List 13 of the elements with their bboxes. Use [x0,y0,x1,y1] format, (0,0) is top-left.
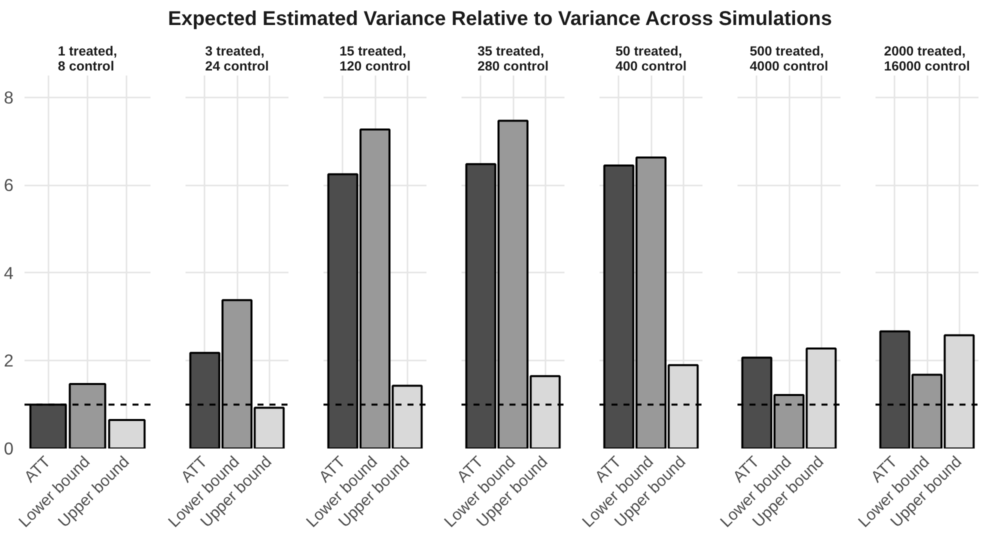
chart-subtitle: 15 treated, 120 control [339,43,411,74]
chart-subtitle: 500 treated, 4000 control [750,43,828,74]
chart-subtitle: 1 treated, 8 control [58,43,118,74]
y-tick-label: 4 [4,262,14,283]
chart-subtitle: 50 treated, 400 control [615,43,687,74]
chart-subtitle: 35 treated, 280 control [477,43,549,74]
y-tick-label: 2 [4,350,14,370]
chart-subtitle: 3 treated, 24 control [205,43,269,74]
text: Expected Estimated Variance Relative to Variance Across Simulations [168,7,832,32]
y-tick-label: 6 [4,174,14,195]
chart-subtitle: 2000 treated, 16000 control [884,43,970,74]
y-tick-label: 0 [4,438,14,458]
y-tick-label: 8 [4,87,14,108]
